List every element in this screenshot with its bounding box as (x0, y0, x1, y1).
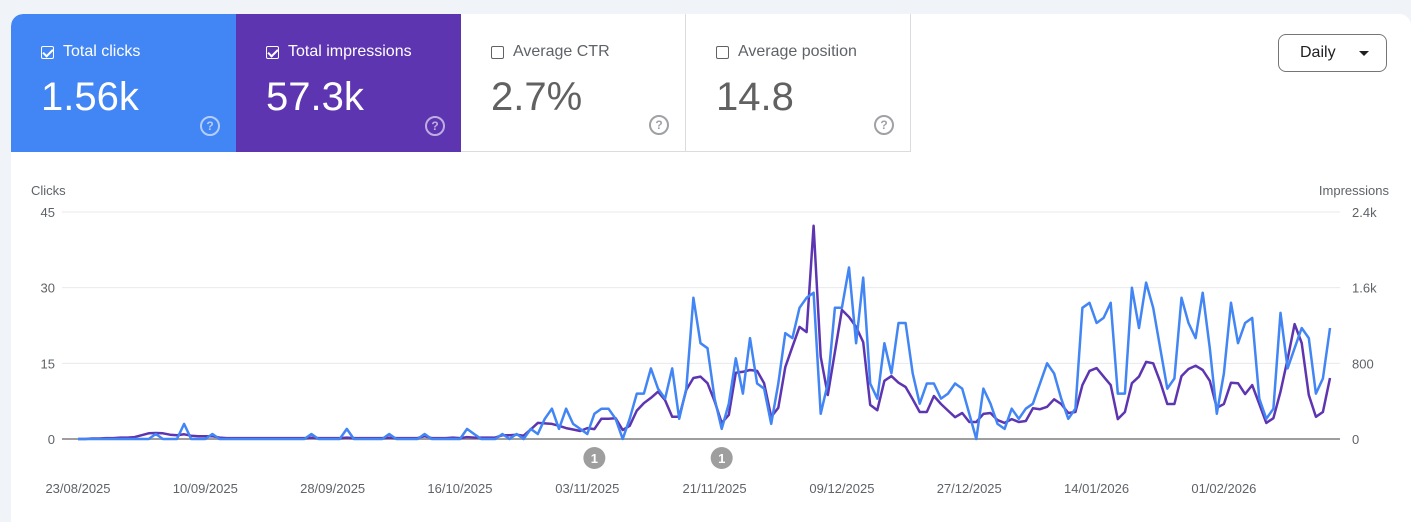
checkbox-checked-icon[interactable] (41, 45, 54, 59)
granularity-dropdown[interactable]: Daily (1278, 34, 1387, 72)
metric-label: Total clicks (63, 43, 141, 60)
caret-down-icon (1359, 51, 1369, 56)
x-tick-label: 23/08/2025 (45, 481, 110, 496)
metric-tile-total-impressions[interactable]: Total impressions 57.3k ? (236, 14, 461, 152)
granularity-selected: Daily (1300, 44, 1336, 61)
metric-value: 14.8 (716, 75, 794, 119)
checkbox-unchecked-icon[interactable] (716, 45, 729, 59)
metric-label: Average position (738, 43, 857, 60)
annotation-marker[interactable]: 1 (710, 447, 733, 469)
help-icon[interactable]: ? (200, 116, 220, 136)
y-tick-right: 1.6k (1352, 281, 1377, 296)
help-icon[interactable]: ? (425, 116, 445, 136)
series-line-clicks[interactable] (78, 266, 1332, 441)
x-tick-label: 28/09/2025 (300, 481, 365, 496)
x-tick-label: 09/12/2025 (809, 481, 874, 496)
y-tick-left: 30 (41, 281, 55, 296)
annotation-circle[interactable] (583, 447, 606, 469)
checkbox-unchecked-icon[interactable] (491, 45, 504, 59)
y-tick-right: 2.4k (1352, 205, 1377, 220)
x-tick-label: 03/11/2025 (555, 481, 619, 496)
metric-label: Total impressions (288, 43, 412, 60)
y-tick-left: 0 (48, 432, 55, 447)
annotation-marker[interactable]: 1 (583, 447, 606, 469)
x-tick-label: 10/09/2025 (173, 481, 238, 496)
checkbox-checked-icon[interactable] (266, 45, 279, 59)
left-axis-title: Clicks (31, 183, 66, 198)
metric-value: 1.56k (41, 75, 139, 119)
x-tick-label: 27/12/2025 (937, 481, 1002, 496)
help-icon[interactable]: ? (874, 115, 894, 135)
right-axis-title: Impressions (1319, 183, 1390, 198)
annotation-label: 1 (591, 451, 598, 466)
y-tick-right: 0 (1352, 432, 1359, 447)
metric-tile-average-ctr[interactable]: Average CTR 2.7% ? (461, 14, 686, 152)
metric-value: 57.3k (266, 75, 364, 119)
series-line-impressions[interactable] (78, 224, 1332, 441)
annotation-label: 1 (718, 451, 725, 466)
metric-label: Average CTR (513, 43, 610, 60)
x-tick-label: 01/02/2026 (1191, 481, 1256, 496)
metric-tile-average-position[interactable]: Average position 14.8 ? (686, 14, 911, 152)
metric-value: 2.7% (491, 75, 583, 119)
help-icon[interactable]: ? (649, 115, 669, 135)
metric-tile-total-clicks[interactable]: Total clicks 1.56k ? (11, 14, 236, 152)
x-tick-label: 16/10/2025 (427, 481, 492, 496)
x-tick-label: 21/11/2025 (683, 481, 747, 496)
y-tick-left: 15 (41, 356, 55, 371)
y-tick-left: 45 (41, 205, 55, 220)
y-tick-right: 800 (1352, 356, 1374, 371)
annotation-circle[interactable] (710, 447, 733, 469)
x-tick-label: 14/01/2026 (1064, 481, 1129, 496)
